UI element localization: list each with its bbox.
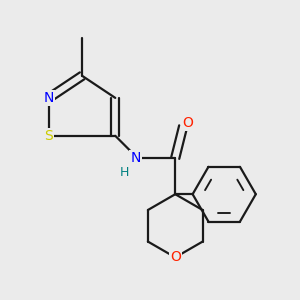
Text: O: O <box>170 250 181 264</box>
Text: H: H <box>120 166 129 178</box>
Text: N: N <box>44 91 54 105</box>
Text: O: O <box>182 116 193 130</box>
Text: N: N <box>130 151 141 165</box>
Text: S: S <box>45 129 53 143</box>
